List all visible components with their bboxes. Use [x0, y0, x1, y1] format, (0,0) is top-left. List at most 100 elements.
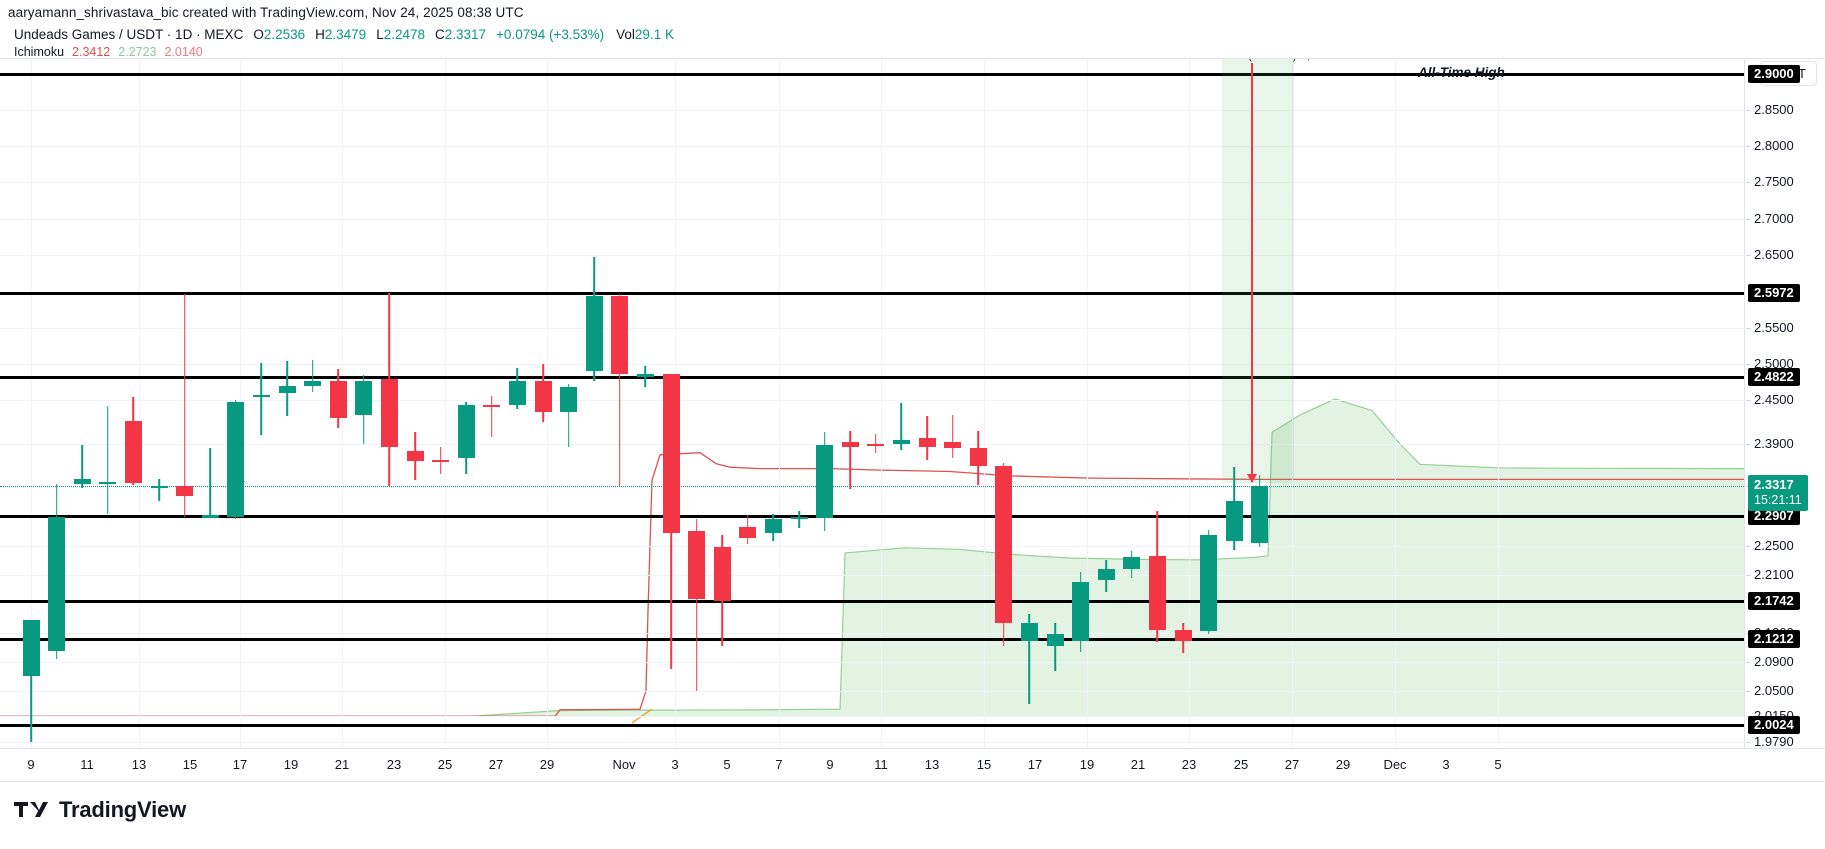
candlestick[interactable] — [329, 59, 347, 748]
price-level-line[interactable] — [0, 376, 1744, 379]
time-axis-tick-label: 13 — [131, 757, 147, 772]
candlestick[interactable] — [150, 59, 168, 748]
candlestick[interactable] — [304, 59, 322, 748]
candlestick[interactable] — [1148, 59, 1166, 748]
candlestick[interactable] — [99, 59, 117, 748]
time-axis-tick-label: 19 — [283, 757, 299, 772]
candlestick[interactable] — [227, 59, 245, 748]
candlestick[interactable] — [483, 59, 501, 748]
candlestick[interactable] — [611, 59, 629, 748]
candlestick[interactable] — [1123, 59, 1141, 748]
candlestick[interactable] — [1097, 59, 1115, 748]
candlestick[interactable] — [201, 59, 219, 748]
candlestick[interactable] — [969, 59, 987, 748]
candlestick[interactable] — [1072, 59, 1090, 748]
time-axis-tick-label: 27 — [1284, 757, 1300, 772]
candlestick[interactable] — [944, 59, 962, 748]
current-price-badge[interactable]: 2.3317 15:21:11 — [1748, 475, 1808, 511]
tradingview-footer: TradingView — [14, 797, 186, 823]
candlestick[interactable] — [585, 59, 603, 748]
price-axis-tick-mark — [1746, 690, 1751, 692]
candlestick[interactable] — [355, 59, 373, 748]
candlestick[interactable] — [73, 59, 91, 748]
candlestick[interactable] — [816, 59, 834, 748]
candlestick[interactable] — [713, 59, 731, 748]
price-level-line[interactable] — [0, 73, 1744, 76]
low-label: L — [376, 27, 384, 42]
candle-wick — [875, 433, 877, 453]
grid-line-vertical — [1189, 59, 1190, 748]
grid-line-vertical — [1498, 59, 1499, 748]
price-level-line[interactable] — [0, 724, 1744, 727]
candlestick[interactable] — [1225, 59, 1243, 748]
price-axis[interactable]: USDT 2.90002.85002.80002.75002.70002.650… — [1746, 58, 1825, 750]
price-level-line[interactable] — [0, 638, 1744, 641]
candlestick[interactable] — [22, 59, 40, 748]
candlestick[interactable] — [764, 59, 782, 748]
price-level-line[interactable] — [0, 600, 1744, 603]
candlestick[interactable] — [1200, 59, 1218, 748]
candlestick[interactable] — [688, 59, 706, 748]
price-level-badge[interactable]: 2.0024 — [1748, 716, 1800, 735]
candlestick[interactable] — [508, 59, 526, 748]
price-level-line[interactable] — [0, 515, 1744, 518]
time-axis-tick-label: 3 — [1442, 757, 1450, 772]
time-axis-tick-label: 13 — [924, 757, 940, 772]
candlestick[interactable] — [124, 59, 142, 748]
candlestick[interactable] — [278, 59, 296, 748]
candlestick[interactable] — [867, 59, 885, 748]
candlestick[interactable] — [406, 59, 424, 748]
candlestick[interactable] — [995, 59, 1013, 748]
candlestick[interactable] — [432, 59, 450, 748]
candlestick[interactable] — [1046, 59, 1064, 748]
candlestick[interactable] — [176, 59, 194, 748]
price-level-badge[interactable]: 2.1742 — [1748, 591, 1800, 610]
grid-line-vertical — [1292, 59, 1293, 748]
candle-body — [432, 459, 450, 462]
open-label: O — [253, 27, 264, 42]
price-level-badge[interactable]: 2.2907 — [1748, 507, 1800, 526]
candlestick[interactable] — [636, 59, 654, 748]
time-axis-tick-label: 11 — [80, 757, 94, 772]
ohlc-low: L2.2478 — [376, 27, 425, 42]
candlestick[interactable] — [1251, 59, 1269, 748]
measurement-range-box[interactable] — [1222, 59, 1294, 484]
price-level-badge[interactable]: 2.1212 — [1748, 630, 1800, 649]
candlestick[interactable] — [560, 59, 578, 748]
legend-indicator-row[interactable]: Ichimoku 2.3412 2.2723 2.0140 — [14, 45, 674, 59]
candlestick[interactable] — [739, 59, 757, 748]
grid-line-vertical — [31, 59, 32, 748]
price-level-line[interactable] — [0, 292, 1744, 295]
grid-line-vertical — [881, 59, 882, 748]
candlestick[interactable] — [457, 59, 475, 748]
candlestick[interactable] — [48, 59, 66, 748]
time-axis[interactable]: 9 11 13 15 17 19 21 23 25 27 29 Nov 3 5 7 9 11 13 15 17 19 21… — [0, 748, 1825, 782]
candle-body — [944, 442, 962, 449]
candlestick[interactable] — [841, 59, 859, 748]
legend-symbol-row[interactable]: Undeads Games / USDT · 1D · MEXC O2.2536… — [14, 27, 674, 42]
candle-body — [560, 387, 578, 412]
candle-body — [201, 515, 219, 519]
all-time-high-label[interactable]: All-Time High — [1418, 64, 1505, 80]
candle-body — [124, 420, 142, 484]
price-level-badge[interactable]: 2.9000 — [1748, 64, 1800, 83]
candle-wick — [695, 519, 698, 691]
price-axis-tick-label: 1.9790 — [1754, 734, 1794, 750]
candlestick[interactable] — [380, 59, 398, 748]
time-axis-tick-label: 15 — [976, 757, 992, 772]
candle-body — [1123, 557, 1141, 569]
candlestick[interactable] — [918, 59, 936, 748]
price-axis-tick-label: 2.2100 — [1754, 566, 1794, 582]
candlestick[interactable] — [252, 59, 270, 748]
candlestick[interactable] — [892, 59, 910, 748]
candlestick[interactable] — [1174, 59, 1192, 748]
candlestick[interactable] — [662, 59, 680, 748]
chart-plot-area[interactable]: All-Time High 0.5683 (24.37%) 5,683 — [0, 58, 1745, 748]
candlestick[interactable] — [790, 59, 808, 748]
price-level-badge[interactable]: 2.4822 — [1748, 367, 1800, 386]
candlestick[interactable] — [534, 59, 552, 748]
price-level-badge[interactable]: 2.5972 — [1748, 284, 1800, 303]
price-axis-tick-label: 2.8500 — [1754, 101, 1794, 117]
candlestick[interactable] — [1020, 59, 1038, 748]
candle-body — [380, 379, 398, 447]
